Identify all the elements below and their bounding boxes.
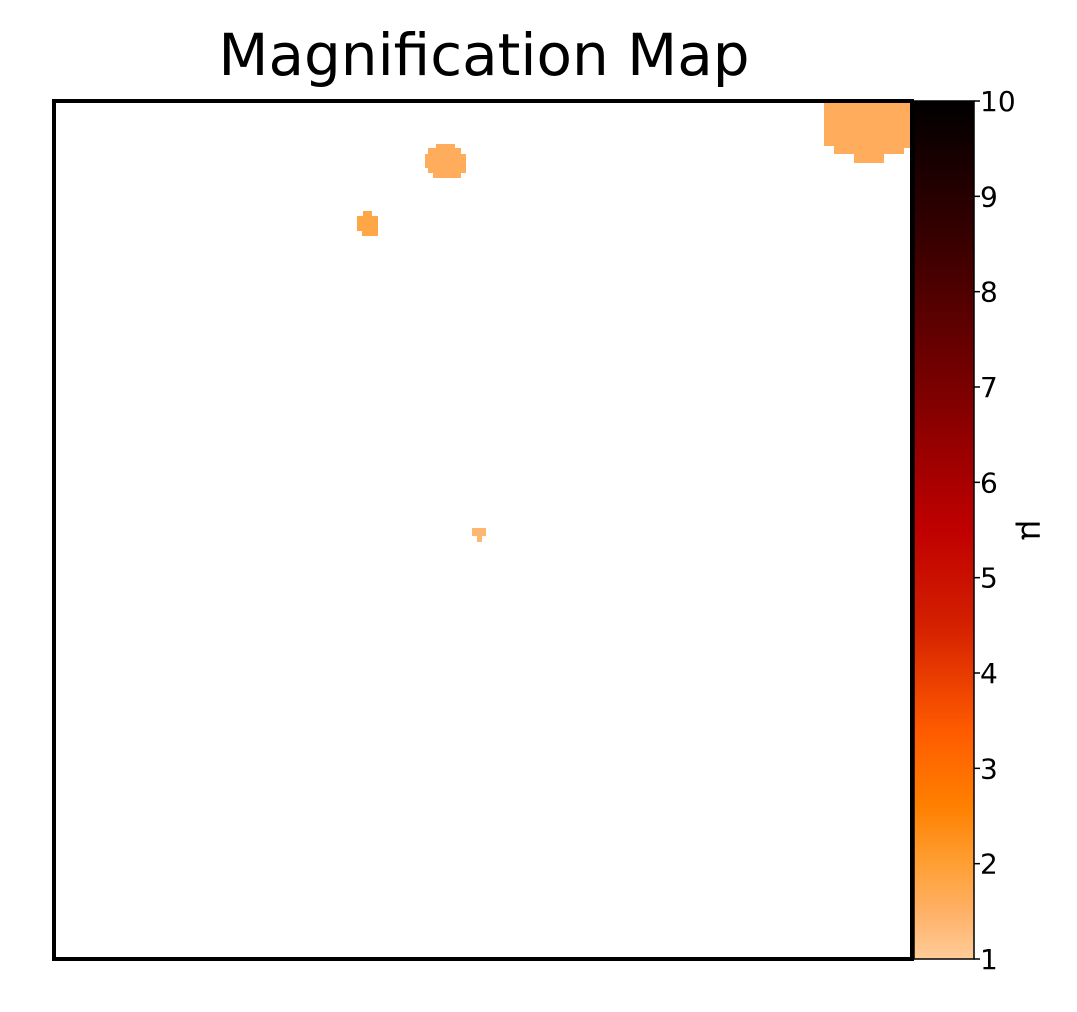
colorbar-tick-label: 3 — [980, 752, 998, 785]
colorbar-tick-label: 1 — [980, 943, 998, 976]
upper-middle-blob — [425, 144, 466, 178]
center-small-blob — [472, 528, 486, 542]
colorbar-tick-label: 4 — [980, 657, 998, 690]
colorbar-tick-label: 7 — [980, 371, 998, 404]
colorbar-label: μ — [1014, 520, 1052, 540]
plot-frame — [52, 99, 914, 961]
colorbar-tick-label: 8 — [980, 276, 998, 309]
colorbar-tick-label: 5 — [980, 562, 998, 595]
colorbar-tick-label: 2 — [980, 848, 998, 881]
colorbar-tick-label: 10 — [980, 85, 1016, 118]
chart-title: Magnification Map — [218, 21, 749, 89]
colorbar-tick-label: 9 — [980, 180, 998, 213]
colorbar-tick-label: 6 — [980, 466, 998, 499]
colorbar — [913, 100, 975, 960]
upper-left-blob — [357, 211, 378, 236]
magnification-regions — [357, 101, 912, 542]
colorbar-ticks: 1 2 3 4 5 6 7 8 9 10 — [974, 85, 1016, 976]
top-right-blob — [824, 101, 912, 163]
